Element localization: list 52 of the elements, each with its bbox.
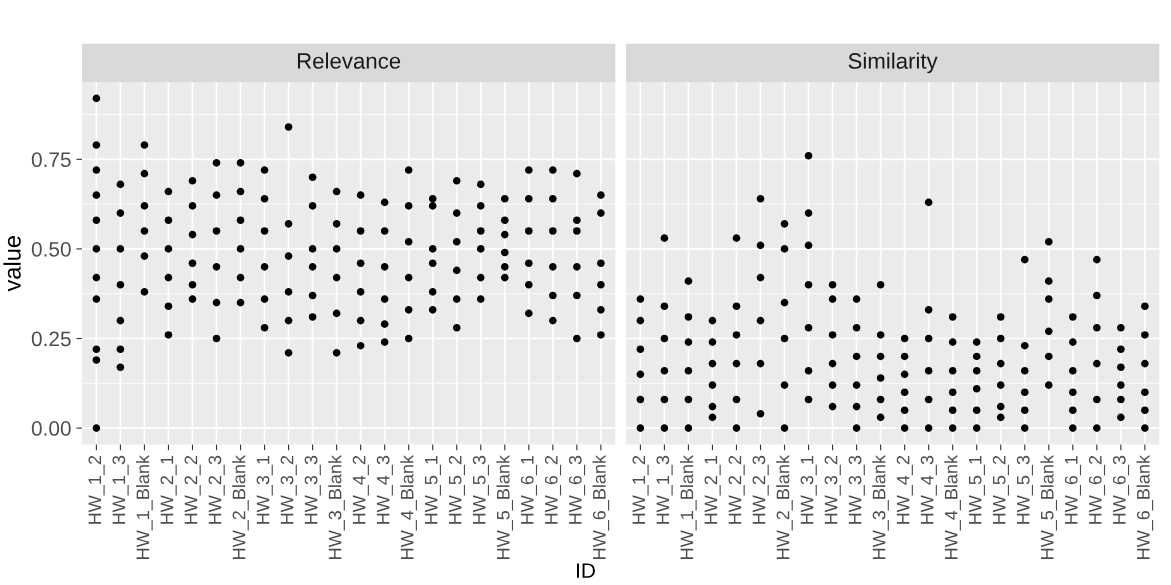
- y-tick-label: 0.75: [31, 152, 71, 168]
- x-tick-label: HW_2_2: [728, 455, 745, 524]
- x-tick-label: HW_6_1: [520, 455, 538, 524]
- x-tick-label: HW_4_Blank: [944, 454, 961, 559]
- x-tick-label: HW_5_Blank: [496, 454, 514, 559]
- x-tick-label: HW_3_Blank: [328, 454, 345, 559]
- x-tick-label: HW_6_1: [1064, 455, 1082, 524]
- x-tick-label: HW_5_2: [448, 455, 465, 524]
- x-tick-label: HW_3_3: [304, 455, 321, 524]
- x-tick-label: HW_5_2: [992, 455, 1009, 524]
- x-tick-label: HW_2_Blank: [776, 454, 793, 559]
- x-tick-label: HW_6_2: [1088, 455, 1106, 524]
- x-tick-label: HW_5_1: [968, 455, 985, 524]
- y-tick-label: 0.25: [31, 331, 71, 347]
- x-tick-label: HW_4_2: [896, 455, 913, 524]
- y-axis-title: value: [3, 236, 21, 292]
- x-tick-label: HW_4_2: [352, 455, 369, 524]
- x-axis-title: ID: [577, 563, 595, 578]
- x-tick-label: HW_5_Blank: [1040, 454, 1058, 559]
- x-tick-label: HW_5_3: [1016, 455, 1034, 524]
- x-tick-label: HW_1_Blank: [680, 454, 697, 559]
- x-tick-label: HW_2_2: [184, 455, 201, 524]
- chart-title: Relevance: [297, 52, 401, 69]
- x-tick-label: HW_2_3: [208, 455, 225, 524]
- x-tick-label: HW_2_Blank: [232, 454, 249, 559]
- x-tick-label: HW_3_1: [800, 455, 817, 524]
- x-tick-label: HW_1_3: [112, 455, 129, 524]
- x-tick-label: HW_3_2: [824, 455, 841, 524]
- x-tick-label: HW_3_1: [256, 455, 273, 524]
- x-tick-label: HW_5_1: [424, 455, 441, 524]
- x-tick-label: HW_2_3: [752, 455, 769, 524]
- x-tick-label: HW_2_1: [704, 455, 721, 524]
- x-tick-label: HW_2_1: [160, 455, 177, 524]
- y-tick-label: 0.50: [31, 241, 71, 257]
- x-tick-label: HW_6_3: [1112, 455, 1130, 524]
- x-tick-label: HW_1_3: [656, 455, 673, 524]
- x-tick-label: HW_6_Blank: [1136, 454, 1154, 559]
- x-tick-label: HW_6_2: [544, 455, 562, 524]
- x-tick-label: HW_1_2: [632, 455, 649, 524]
- x-tick-label: HW_1_Blank: [136, 454, 153, 559]
- x-tick-label: HW_4_3: [920, 455, 937, 524]
- x-tick-label: HW_5_3: [472, 455, 490, 524]
- x-tick-label: HW_4_3: [376, 455, 393, 524]
- y-tick-label: 0.00: [31, 421, 71, 436]
- x-tick-label: HW_3_2: [280, 455, 297, 524]
- x-tick-label: HW_4_Blank: [400, 454, 417, 559]
- x-tick-label: HW_3_3: [848, 455, 865, 524]
- x-tick-label: HW_1_2: [88, 455, 105, 524]
- x-tick-label: HW_6_Blank: [592, 454, 610, 559]
- chart-title: Similarity: [848, 52, 938, 74]
- x-tick-label: HW_6_3: [568, 455, 586, 524]
- x-tick-label: HW_3_Blank: [872, 454, 889, 559]
